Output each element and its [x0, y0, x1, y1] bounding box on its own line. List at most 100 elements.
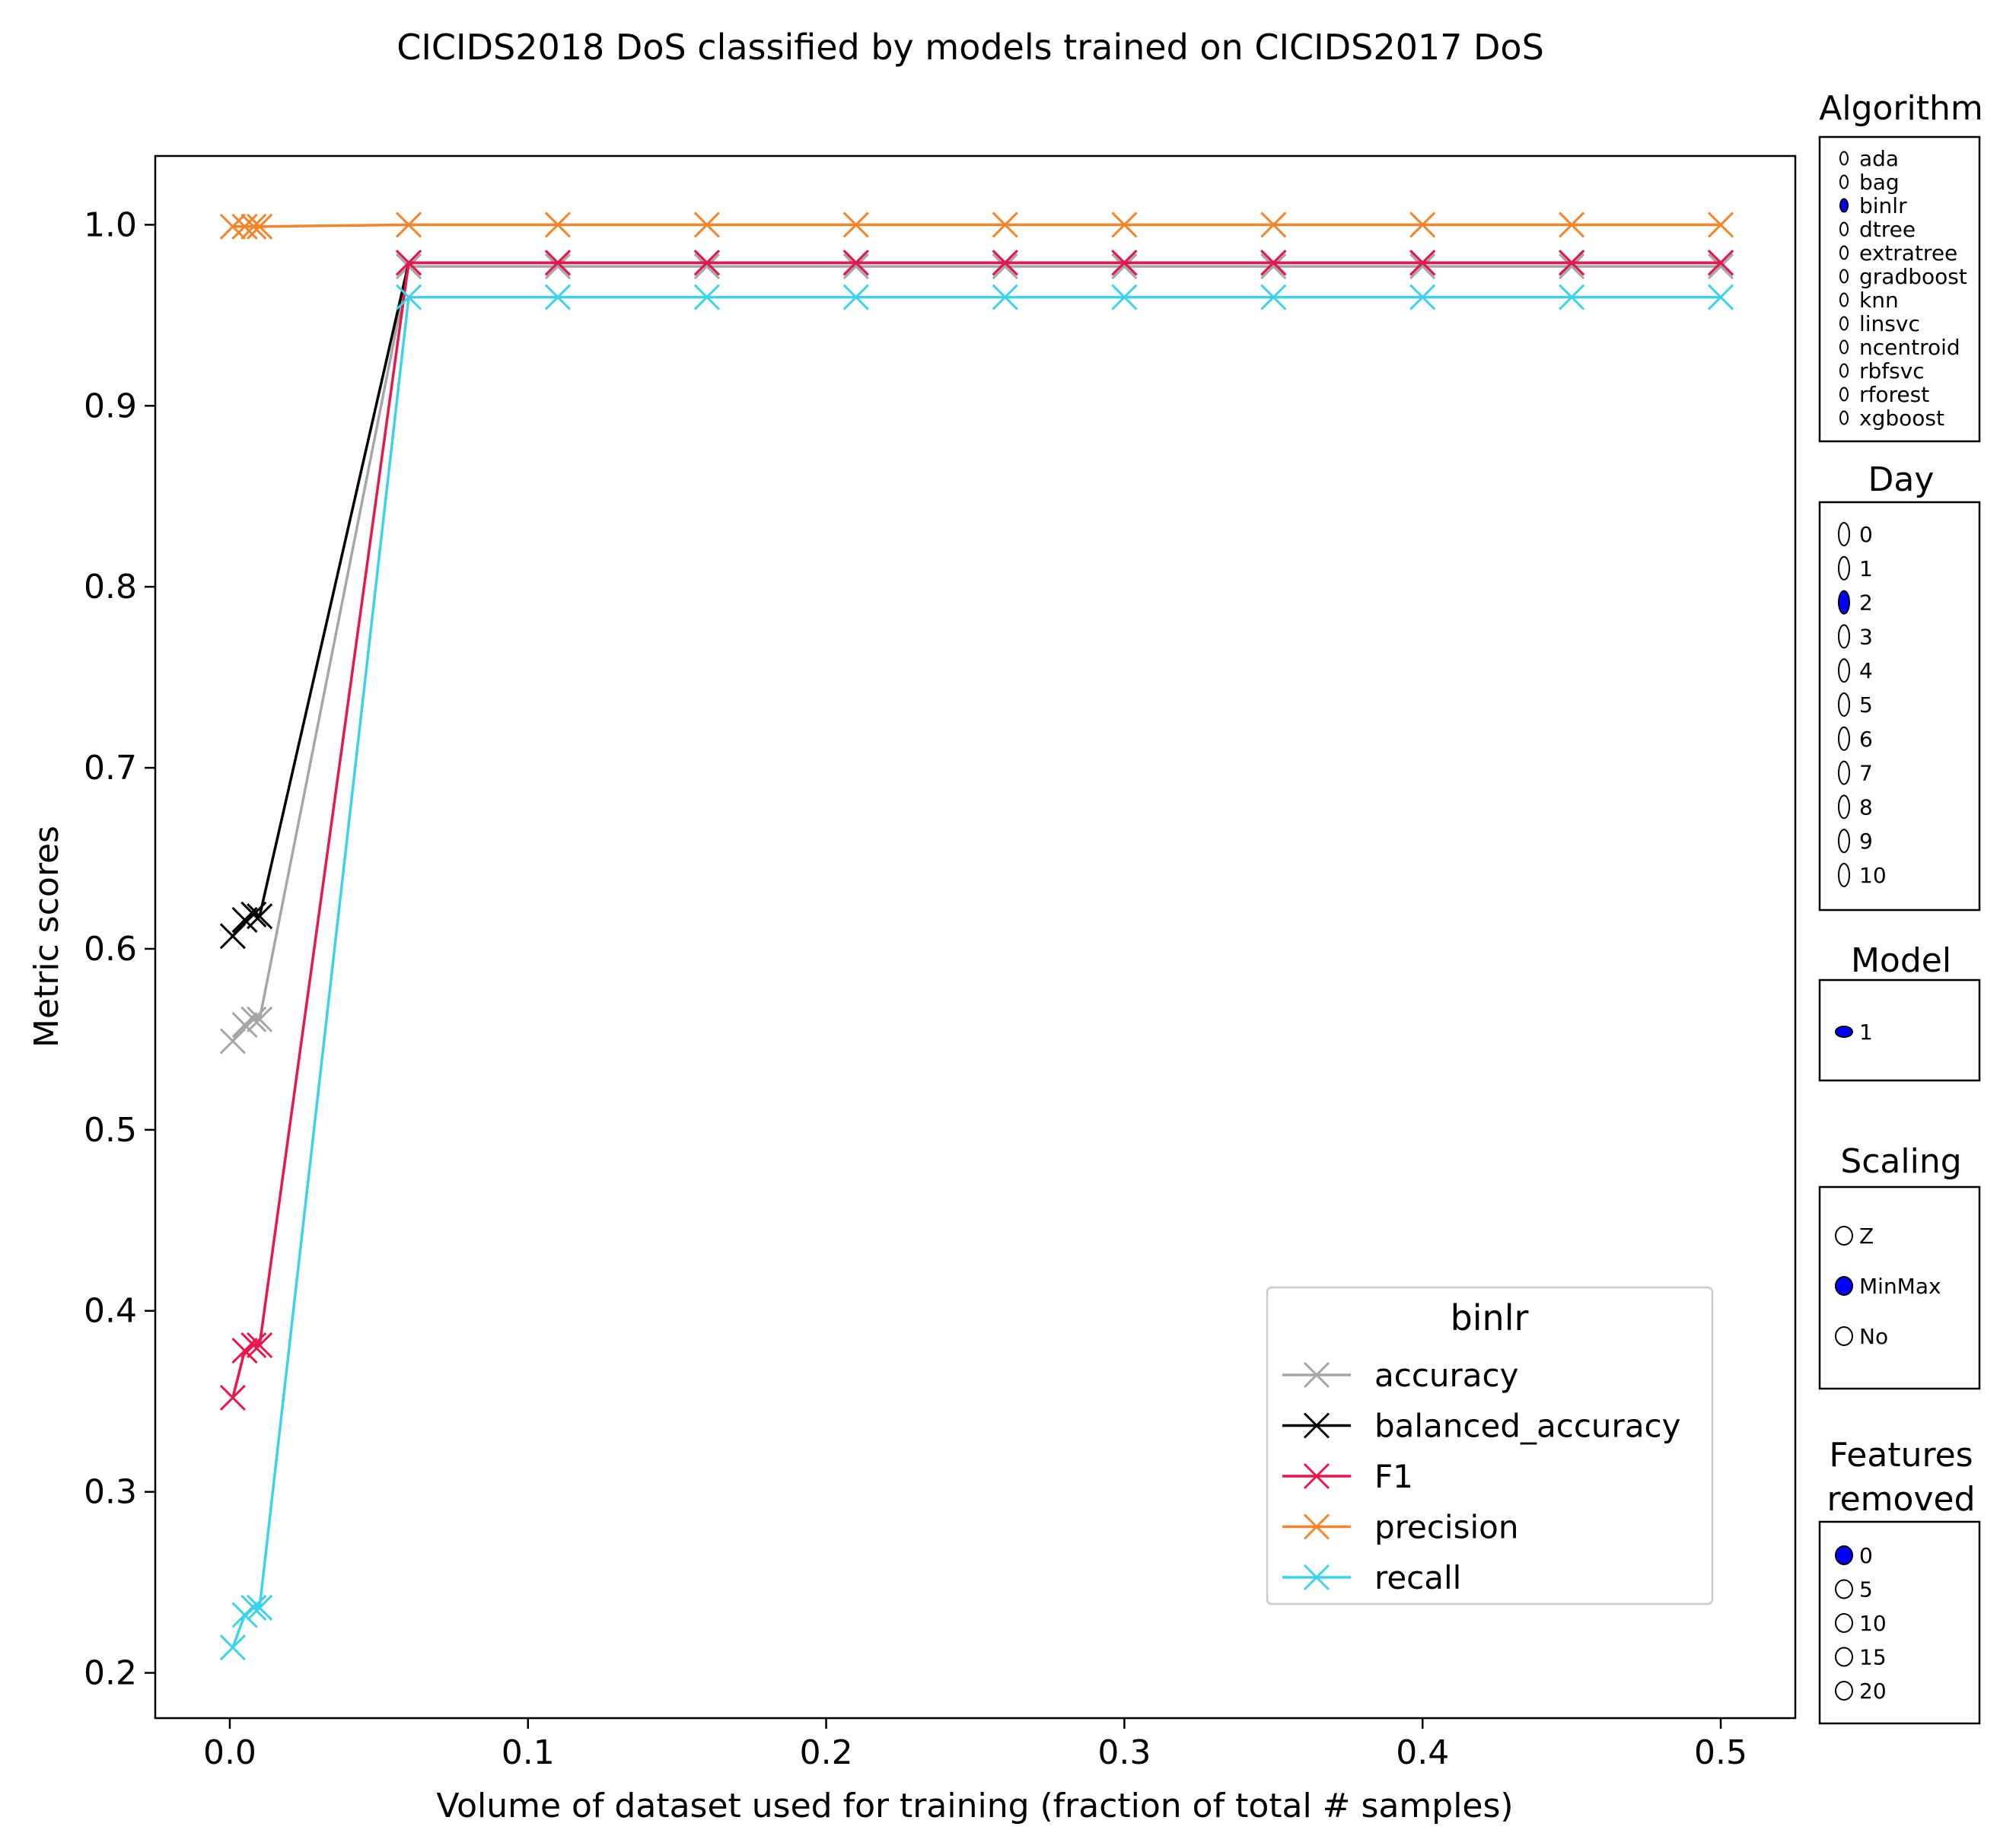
radio-unselected-icon[interactable] — [1835, 1647, 1853, 1667]
radio-unselected-icon[interactable] — [1839, 245, 1849, 260]
radio-unselected-icon[interactable] — [1835, 1613, 1853, 1633]
radio-option-day[interactable]: 10 — [1838, 863, 1887, 888]
radio-option-label: gradboost — [1859, 264, 1967, 289]
radio-unselected-icon[interactable] — [1835, 1326, 1853, 1346]
radio-option-features-removed[interactable]: 10 — [1835, 1611, 1887, 1636]
radio-option-label: ncentroid — [1859, 335, 1960, 360]
radio-unselected-icon[interactable] — [1835, 1226, 1853, 1246]
data-point — [1409, 212, 1436, 238]
data-point — [1707, 284, 1734, 310]
data-point — [544, 253, 572, 280]
legend-frame — [1266, 1286, 1714, 1605]
radio-unselected-icon[interactable] — [1839, 339, 1849, 355]
radio-option-algorithm[interactable]: rforest — [1839, 382, 1929, 407]
radio-option-day[interactable]: 8 — [1838, 794, 1873, 819]
radio-option-features-removed[interactable]: 20 — [1835, 1679, 1887, 1704]
radio-option-day[interactable]: 2 — [1838, 590, 1873, 616]
radio-group-title: Algorithm — [1819, 89, 1983, 128]
radio-option-algorithm[interactable]: gradboost — [1839, 264, 1967, 289]
data-point — [1260, 253, 1287, 280]
data-point — [992, 284, 1018, 310]
radio-unselected-icon[interactable] — [1839, 221, 1849, 237]
radio-unselected-icon[interactable] — [1835, 1579, 1853, 1599]
radio-option-scaling[interactable]: MinMax — [1835, 1274, 1941, 1299]
radio-selected-icon[interactable] — [1838, 590, 1850, 615]
radio-option-algorithm[interactable]: rbfsvc — [1839, 358, 1925, 383]
radio-option-algorithm[interactable]: ada — [1839, 146, 1899, 171]
x-tick-label: 0.1 — [502, 1733, 555, 1772]
radio-unselected-icon[interactable] — [1838, 692, 1850, 717]
radio-unselected-icon[interactable] — [1838, 522, 1850, 546]
radio-option-label: 10 — [1859, 863, 1887, 888]
radio-option-day[interactable]: 1 — [1838, 555, 1873, 581]
y-axis-label: Metric scores — [27, 826, 66, 1048]
data-point — [1260, 250, 1287, 276]
radio-unselected-icon[interactable] — [1835, 1681, 1853, 1701]
radio-unselected-icon[interactable] — [1838, 555, 1850, 581]
radio-group-features-removed: Features removed 0 5 10 15 20 — [1818, 1436, 1981, 1725]
radio-unselected-icon[interactable] — [1839, 363, 1849, 378]
radio-selected-icon[interactable] — [1835, 1026, 1853, 1038]
radio-option-day[interactable]: 4 — [1838, 658, 1873, 683]
series-accuracy — [219, 253, 1734, 1055]
data-point — [240, 1594, 267, 1621]
data-point — [1260, 212, 1287, 238]
radio-unselected-icon[interactable] — [1838, 624, 1850, 649]
data-point — [544, 250, 572, 276]
radio-option-algorithm[interactable]: linsvc — [1839, 311, 1920, 336]
radio-unselected-icon[interactable] — [1839, 387, 1849, 402]
radio-option-day[interactable]: 0 — [1838, 522, 1873, 547]
radio-option-algorithm[interactable]: binlr — [1839, 193, 1907, 218]
radio-option-label: rforest — [1859, 382, 1929, 407]
radio-option-algorithm[interactable]: bag — [1839, 170, 1900, 195]
legend-label: precision — [1374, 1509, 1518, 1546]
radio-option-algorithm[interactable]: extratree — [1839, 240, 1957, 266]
radio-option-algorithm[interactable]: xgboost — [1839, 406, 1944, 431]
radio-unselected-icon[interactable] — [1839, 410, 1849, 425]
radio-option-algorithm[interactable]: dtree — [1839, 217, 1916, 242]
radio-option-features-removed[interactable]: 0 — [1835, 1543, 1873, 1568]
radio-unselected-icon[interactable] — [1838, 829, 1850, 854]
radio-unselected-icon[interactable] — [1838, 863, 1850, 887]
radio-option-day[interactable]: 5 — [1838, 692, 1873, 718]
radio-option-features-removed[interactable]: 5 — [1835, 1577, 1873, 1602]
radio-selected-icon[interactable] — [1835, 1545, 1853, 1565]
radio-unselected-icon[interactable] — [1838, 794, 1850, 819]
radio-option-day[interactable]: 9 — [1838, 829, 1873, 854]
radio-option-scaling[interactable]: Z — [1835, 1224, 1874, 1249]
radio-unselected-icon[interactable] — [1839, 292, 1849, 307]
radio-unselected-icon[interactable] — [1839, 151, 1849, 166]
radio-option-scaling[interactable]: No — [1835, 1324, 1888, 1349]
radio-group-title: Scaling — [1840, 1142, 1961, 1181]
radio-option-algorithm[interactable]: knn — [1839, 288, 1899, 313]
radio-unselected-icon[interactable] — [1838, 760, 1850, 785]
legend-marker — [1303, 1412, 1330, 1439]
radio-unselected-icon[interactable] — [1839, 316, 1849, 331]
data-point — [1111, 250, 1138, 276]
legend: binlr accuracy balanced_accuracy F1 precisi… — [1266, 1286, 1714, 1605]
radio-option-label: knn — [1859, 288, 1899, 313]
data-point — [1409, 253, 1436, 280]
radio-option-features-removed[interactable]: 15 — [1835, 1645, 1887, 1670]
radio-option-day[interactable]: 3 — [1838, 624, 1873, 649]
y-tick-label: 0.4 — [84, 1292, 137, 1331]
data-point — [992, 212, 1018, 238]
data-point — [219, 1384, 246, 1411]
radio-option-day[interactable]: 7 — [1838, 760, 1873, 786]
radio-option-day[interactable]: 6 — [1838, 726, 1873, 752]
radio-unselected-icon[interactable] — [1839, 174, 1849, 189]
radio-option-label: 1 — [1859, 556, 1873, 581]
radio-unselected-icon[interactable] — [1839, 269, 1849, 284]
radio-option-algorithm[interactable]: ncentroid — [1839, 335, 1960, 360]
data-point — [1707, 212, 1734, 238]
radio-selected-icon[interactable] — [1839, 198, 1849, 213]
series-line-balanced-accuracy — [231, 261, 1721, 937]
data-point — [1559, 253, 1585, 280]
radio-unselected-icon[interactable] — [1838, 658, 1850, 683]
radio-unselected-icon[interactable] — [1838, 726, 1850, 751]
data-point — [231, 906, 258, 933]
radio-selected-icon[interactable] — [1835, 1276, 1853, 1296]
radio-option-model[interactable]: 1 — [1835, 1020, 1873, 1045]
series-precision — [219, 212, 1734, 240]
radio-option-label: xgboost — [1859, 406, 1944, 431]
